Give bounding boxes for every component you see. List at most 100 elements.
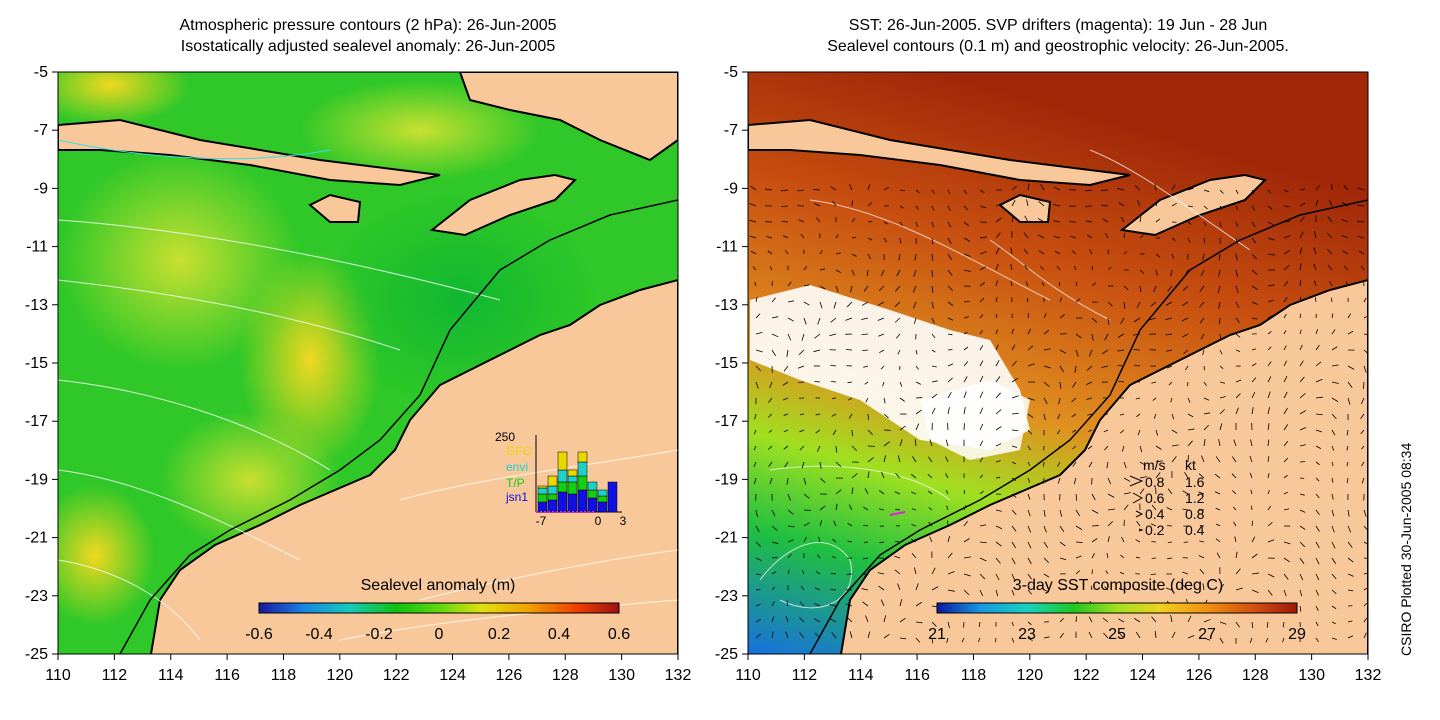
- vector-arrow: [879, 349, 885, 354]
- vector-arrow: [878, 285, 885, 292]
- vector-arrow: [1299, 525, 1306, 530]
- vector-arrow: [1331, 313, 1334, 319]
- right-ytick-label: -5: [724, 64, 738, 81]
- vector-arrow: [755, 349, 763, 353]
- vector-arrow: [1299, 605, 1302, 612]
- vector-arrow: [851, 473, 858, 479]
- inset-bar: [577, 461, 588, 477]
- vector-arrow: [755, 604, 761, 607]
- vector-arrow: [913, 269, 917, 277]
- vector-arrow: [995, 589, 999, 597]
- vector-arrow: [1027, 328, 1032, 335]
- vector-arrow: [819, 285, 826, 290]
- vector-arrow: [1251, 589, 1259, 593]
- vector-arrow: [1136, 413, 1141, 418]
- vector-arrow: [963, 521, 968, 527]
- vector-arrow: [947, 571, 955, 575]
- vector-arrow: [1171, 413, 1175, 420]
- vector-arrow: [911, 538, 917, 543]
- vector-arrow: [947, 189, 951, 195]
- vector-arrow: [1267, 472, 1270, 479]
- vector-arrow: [1299, 231, 1304, 239]
- vector-arrow: [771, 333, 779, 338]
- vector-arrow: [1118, 380, 1125, 383]
- vector-arrow: [1187, 237, 1191, 243]
- vector-arrow: [979, 330, 983, 335]
- vector-arrow: [995, 247, 1000, 255]
- vector-arrow: [754, 413, 757, 420]
- vector-arrow: [1267, 573, 1275, 578]
- vector-arrow: [927, 473, 933, 479]
- vector-arrow: [1165, 333, 1173, 336]
- vector-arrow: [1170, 397, 1173, 403]
- vector-arrow: [1123, 233, 1125, 239]
- vector-arrow: [782, 381, 789, 386]
- vector-arrow: [831, 397, 837, 399]
- vector-arrow: [1299, 376, 1305, 383]
- inset-bar: [557, 469, 568, 483]
- vector-arrow: [771, 571, 777, 575]
- vector-arrow: [1136, 520, 1141, 527]
- vector-arrow: [1315, 637, 1319, 642]
- vector-arrow: [750, 185, 757, 191]
- vector-arrow: [1203, 412, 1211, 415]
- vector-arrow: [899, 439, 903, 447]
- vector-arrow: [1234, 536, 1237, 543]
- right-ytick-label: -19: [715, 471, 738, 488]
- vector-arrow: [995, 409, 1002, 415]
- vector-arrow: [1103, 413, 1109, 416]
- vector-arrow: [845, 317, 853, 321]
- vector-arrow: [963, 205, 969, 211]
- vector-arrow: [1283, 424, 1289, 431]
- vector-arrow: [783, 429, 789, 433]
- vector-arrow: [835, 252, 841, 255]
- vector-arrow: [1105, 570, 1109, 575]
- left-ytick-label: -11: [26, 239, 48, 256]
- vector-arrow: [1217, 285, 1221, 293]
- vector-arrow: [1267, 539, 1275, 543]
- vector-arrow: [1139, 234, 1144, 239]
- left-ytick-label: -17: [25, 413, 48, 430]
- vector-arrow: [1267, 423, 1270, 431]
- vector-arrow: [1347, 620, 1353, 623]
- vector-arrow: [947, 237, 952, 244]
- vector-arrow: [1315, 199, 1319, 207]
- vector-arrow: [1362, 381, 1365, 389]
- vector-arrow: [1331, 541, 1336, 549]
- inset-bar: [567, 469, 578, 477]
- vector-arrow: [1091, 333, 1094, 341]
- vector-arrow: [1039, 265, 1045, 271]
- vector-arrow: [1331, 509, 1335, 517]
- vector-arrow: [947, 317, 954, 321]
- vector-arrow: [1101, 349, 1109, 355]
- vector-arrow: [1315, 396, 1323, 399]
- inset-bar: [587, 481, 598, 491]
- vector-arrow: [1187, 187, 1194, 191]
- vector-arrow: [1198, 473, 1205, 479]
- vector-arrow: [819, 520, 823, 527]
- vector-arrow: [1123, 504, 1129, 511]
- vector-arrow: [1357, 220, 1365, 223]
- vector-arrow: [1347, 381, 1353, 388]
- vector-arrow: [1315, 413, 1323, 416]
- vector-arrow: [995, 541, 1002, 547]
- vector-arrow: [1118, 632, 1125, 639]
- vector-arrow: [1357, 204, 1365, 207]
- vector-arrow: [915, 365, 920, 370]
- vector-arrow: [1043, 312, 1047, 319]
- vector-arrow: [831, 632, 837, 639]
- vector-arrow: [817, 445, 821, 452]
- vector-arrow: [1023, 232, 1029, 239]
- left-y-axis: -5 -7 -9 -11 -13 -15 -17 -19 -21 -23 -25: [25, 64, 58, 663]
- vector-arrow: [771, 631, 774, 639]
- vector-arrow: [1283, 280, 1289, 287]
- vector-arrow: [771, 525, 778, 531]
- vector-arrow: [849, 631, 853, 639]
- vector-arrow: [1299, 188, 1306, 191]
- right-xtick-label: 120: [1016, 667, 1043, 684]
- vector-arrow: [1313, 263, 1317, 271]
- vector-arrow: [1232, 490, 1237, 495]
- vector-arrow: [801, 461, 805, 469]
- vector-arrow: [1299, 344, 1303, 351]
- vector-arrow: [911, 508, 917, 511]
